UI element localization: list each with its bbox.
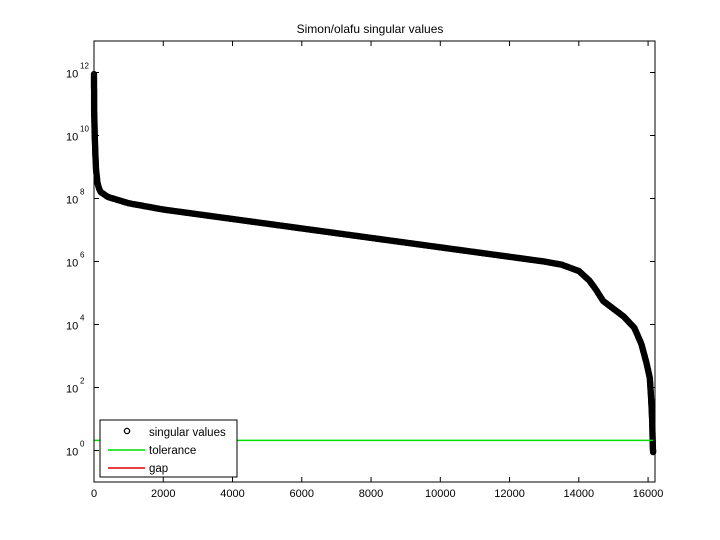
y-tick-label: 10 xyxy=(66,258,78,270)
legend-label: singular values xyxy=(149,427,226,439)
x-tick-label: 10000 xyxy=(425,488,456,500)
y-tick-exponent: 12 xyxy=(80,62,89,71)
y-tick-exponent: 2 xyxy=(80,377,85,386)
y-tick-label: 10 xyxy=(66,384,78,396)
y-tick-exponent: 6 xyxy=(80,251,85,260)
y-tick-exponent: 10 xyxy=(80,125,89,134)
axes: 0 2000 4000 6000 8000 10000 12000 14000 16000100… xyxy=(66,40,664,500)
legend-label: tolerance xyxy=(149,445,196,457)
x-tick-label: 14000 xyxy=(564,488,595,500)
x-tick-label: 8000 xyxy=(359,488,383,500)
x-tick-label: 4000 xyxy=(220,488,244,500)
y-tick-label: 10 xyxy=(66,195,78,207)
legend-label: gap xyxy=(149,463,168,475)
legend: singular values tolerance gap xyxy=(99,419,238,478)
singular-value-point xyxy=(649,448,657,456)
y-tick-label: 10 xyxy=(66,69,78,81)
x-tick-label: 6000 xyxy=(290,488,314,500)
y-tick-exponent: 0 xyxy=(80,440,85,449)
y-tick-label: 10 xyxy=(66,132,78,144)
y-tick-exponent: 8 xyxy=(80,188,85,197)
x-tick-label: 0 xyxy=(91,488,97,500)
chart-title: Simon/olafu singular values xyxy=(297,22,444,36)
legend-marker-circle xyxy=(123,427,131,435)
x-tick-label: 12000 xyxy=(494,488,525,500)
y-tick-exponent: 4 xyxy=(80,314,85,323)
x-tick-label: 16000 xyxy=(633,488,664,500)
y-tick-label: 10 xyxy=(66,321,78,333)
x-tick-label: 2000 xyxy=(151,488,175,500)
y-tick-label: 10 xyxy=(66,447,78,459)
